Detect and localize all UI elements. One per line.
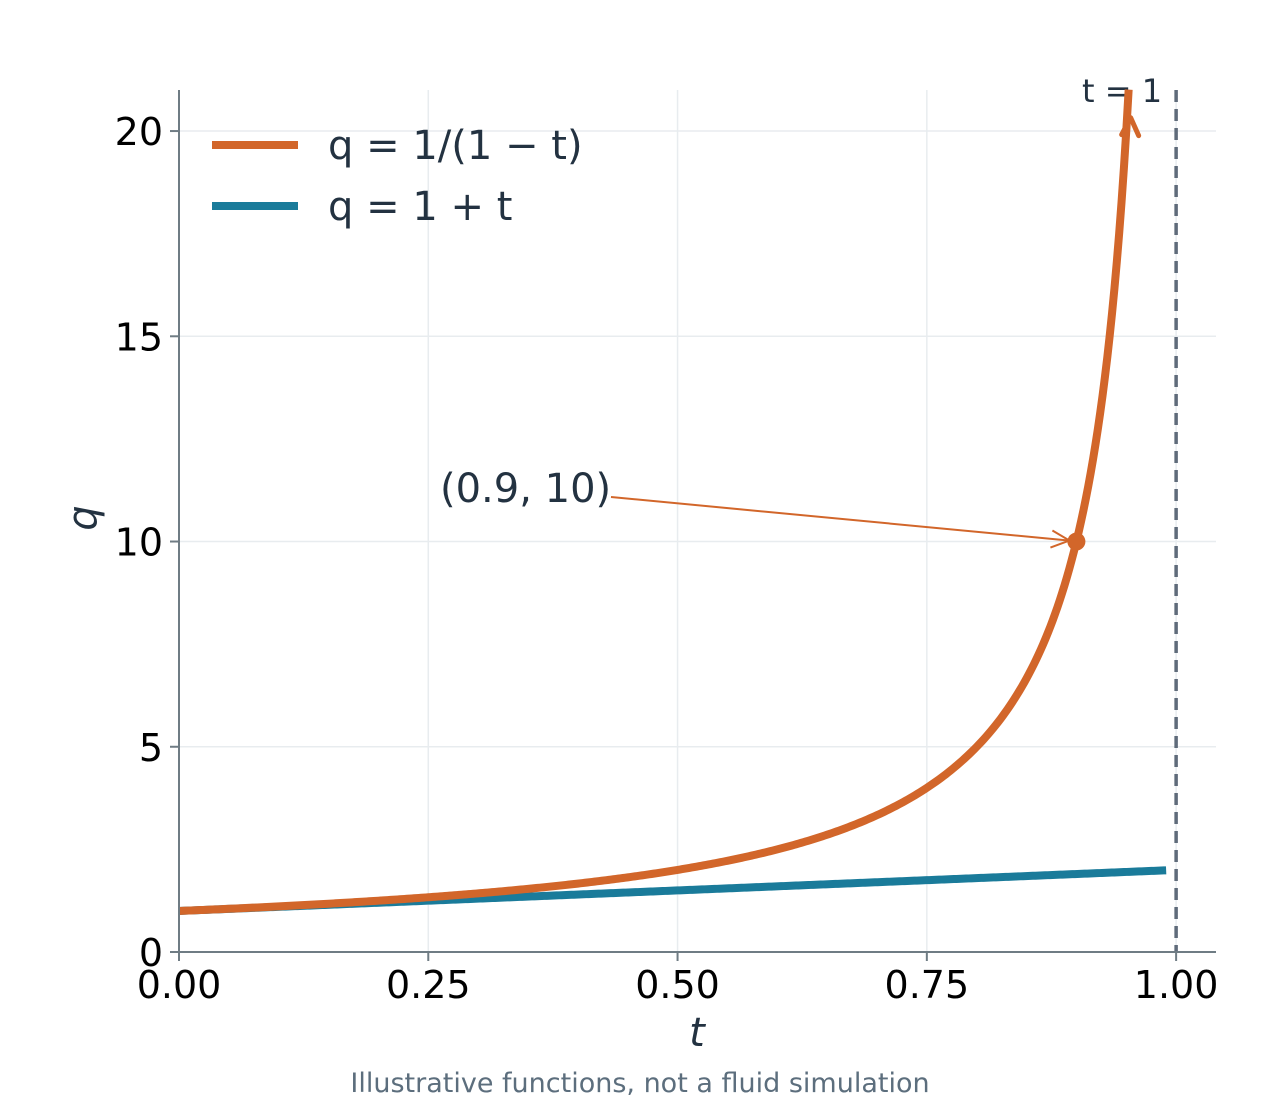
x-tick-label-0: 0.00 (137, 963, 222, 1007)
legend-label-linear: q = 1 + t (328, 184, 512, 230)
x-axis-ticks: 0.00 0.25 0.50 0.75 1.00 (137, 952, 1219, 1007)
y-tick-label-2: 10 (115, 521, 163, 565)
y-axis-label: q (60, 505, 106, 530)
annotation-label: (0.9, 10) (440, 466, 611, 512)
y-tick-label-0: 0 (139, 931, 163, 975)
annotation-arrow (610, 496, 1069, 542)
y-tick-label-3: 15 (115, 315, 163, 359)
annotation-point (1067, 532, 1086, 551)
legend: q = 1/(1 − t) q = 1 + t (212, 123, 583, 230)
x-tick-label-4: 1.00 (1134, 963, 1219, 1007)
caption: Illustrative functions, not a fluid simu… (350, 1068, 929, 1099)
x-axis-label: t (689, 1010, 706, 1056)
series-end-arrow (1119, 115, 1142, 139)
y-axis-ticks: 0 5 10 15 20 (115, 110, 179, 975)
x-tick-label-2: 0.50 (635, 963, 720, 1007)
y-tick-label-1: 5 (139, 726, 163, 770)
legend-label-reciprocal: q = 1/(1 − t) (328, 123, 583, 169)
series-line-reciprocal (177, 89, 1133, 915)
reference-line-label: t = 1 (1082, 72, 1162, 110)
x-tick-label-3: 0.75 (885, 963, 970, 1007)
y-tick-label-4: 20 (115, 110, 163, 154)
x-tick-label-1: 0.25 (386, 963, 471, 1007)
